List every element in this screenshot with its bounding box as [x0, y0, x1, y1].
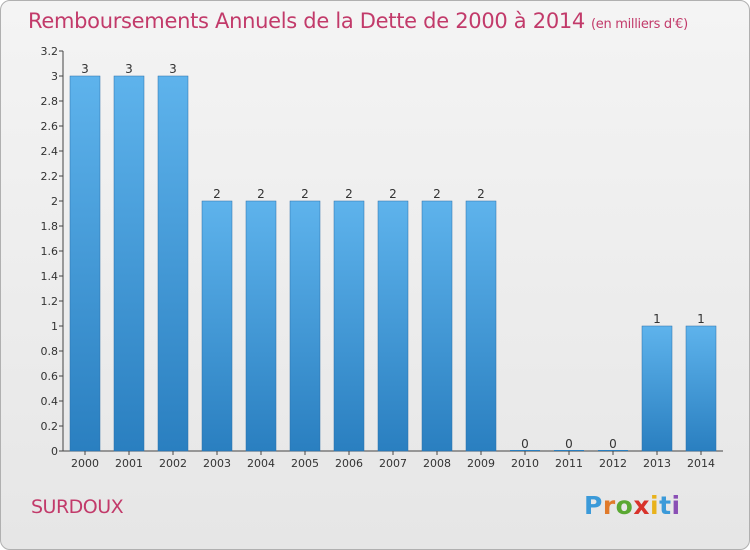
data-label: 1 — [697, 312, 705, 326]
data-label: 0 — [521, 437, 529, 451]
x-tick-label: 2007 — [379, 457, 407, 470]
bar — [201, 200, 233, 452]
bar — [113, 75, 145, 452]
logo-letter: o — [615, 491, 634, 520]
x-tick-label: 2000 — [71, 457, 99, 470]
data-label: 2 — [389, 187, 397, 201]
x-tick-label: 2013 — [643, 457, 671, 470]
bar — [377, 200, 409, 452]
data-label: 2 — [477, 187, 485, 201]
logo-letter: x — [633, 491, 650, 520]
y-tick-label: 0.6 — [41, 370, 59, 383]
y-tick-label: 1.6 — [41, 245, 59, 258]
logo-letter: P — [584, 491, 603, 520]
x-tick-label: 2009 — [467, 457, 495, 470]
data-label: 0 — [565, 437, 573, 451]
x-tick-label: 2010 — [511, 457, 539, 470]
x-tick-label: 2003 — [203, 457, 231, 470]
data-label: 3 — [125, 62, 133, 76]
x-tick-label: 2006 — [335, 457, 363, 470]
bar — [421, 200, 453, 452]
x-tick-label: 2012 — [599, 457, 627, 470]
data-label: 1 — [653, 312, 661, 326]
bar — [465, 200, 497, 452]
commune-name: SURDOUX — [31, 496, 124, 518]
y-tick-label: 1.2 — [41, 295, 59, 308]
y-tick-label: 2.2 — [41, 170, 59, 183]
data-label: 2 — [301, 187, 309, 201]
logo-letter: t — [659, 491, 672, 520]
bar — [641, 325, 673, 452]
proxiti-logo[interactable]: Proxiti — [584, 491, 681, 520]
bar — [333, 200, 365, 452]
bar — [289, 200, 321, 452]
chart-title: Remboursements Annuels de la Dette de 20… — [28, 9, 688, 33]
data-label: 0 — [609, 437, 617, 451]
x-tick-label: 2002 — [159, 457, 187, 470]
logo-letter: i — [671, 491, 681, 520]
data-label: 3 — [81, 62, 89, 76]
data-label: 3 — [169, 62, 177, 76]
y-tick-label: 0 — [51, 445, 58, 458]
logo-letter: r — [602, 491, 616, 520]
y-tick-label: 2 — [51, 195, 58, 208]
x-tick-label: 2004 — [247, 457, 275, 470]
chart-title-text: Remboursements Annuels de la Dette de 20… — [28, 9, 585, 33]
x-tick-label: 2014 — [687, 457, 715, 470]
bar — [685, 325, 717, 452]
y-tick-label: 3 — [51, 70, 58, 83]
logo-letter: i — [650, 491, 660, 520]
y-tick-label: 2.6 — [41, 120, 59, 133]
bar — [157, 75, 189, 452]
y-tick-label: 0.4 — [41, 395, 59, 408]
y-tick-label: 3.2 — [41, 45, 59, 58]
y-tick-label: 1.8 — [41, 220, 59, 233]
x-tick-label: 2011 — [555, 457, 583, 470]
y-tick-label: 0.8 — [41, 345, 59, 358]
x-tick-label: 2001 — [115, 457, 143, 470]
chart-unit: (en milliers d'€) — [591, 17, 688, 32]
bar — [69, 75, 101, 452]
y-tick-label: 2.8 — [41, 95, 59, 108]
x-tick-label: 2008 — [423, 457, 451, 470]
x-tick-label: 2005 — [291, 457, 319, 470]
data-label: 2 — [213, 187, 221, 201]
y-tick-label: 0.2 — [41, 420, 59, 433]
data-label: 2 — [257, 187, 265, 201]
data-label: 2 — [345, 187, 353, 201]
data-label: 2 — [433, 187, 441, 201]
y-tick-label: 1 — [51, 320, 58, 333]
bar — [245, 200, 277, 452]
y-tick-label: 2.4 — [41, 145, 59, 158]
y-tick-label: 1.4 — [41, 270, 59, 283]
